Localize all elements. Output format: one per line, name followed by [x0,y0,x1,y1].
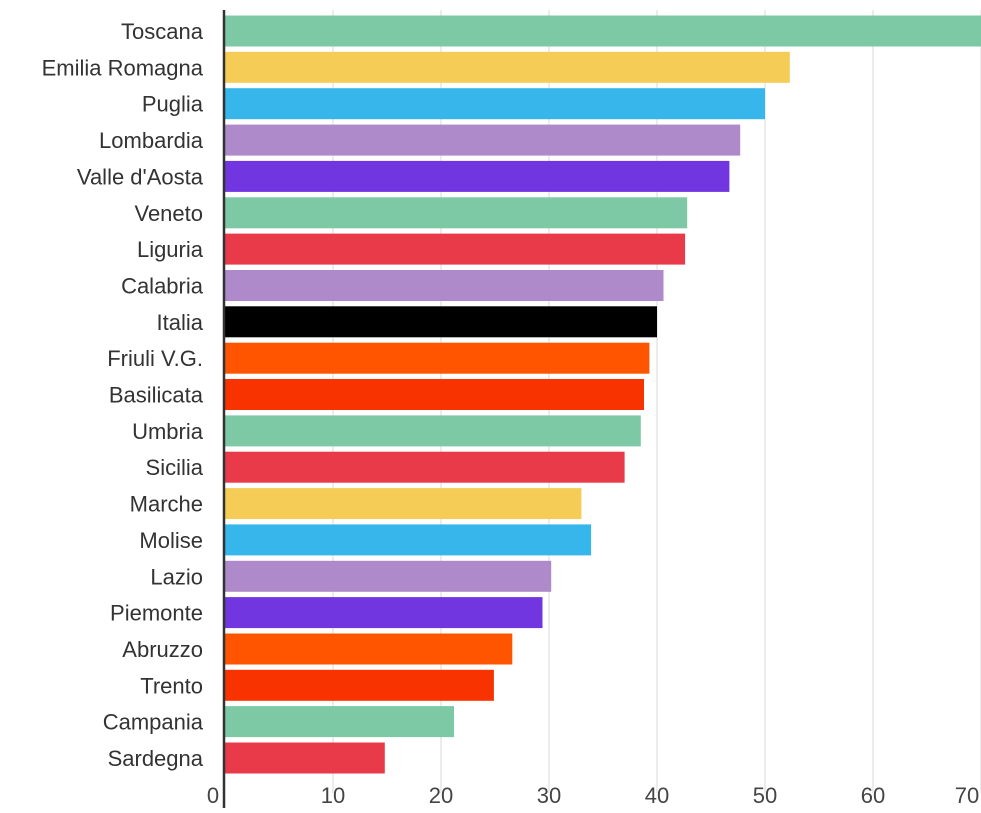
x-tick-labels: 0 10 20 30 40 50 60 70 [207,783,979,808]
bar [225,560,552,592]
x-tick-label: 40 [645,783,669,808]
category-label: Umbria [132,419,204,444]
x-tick-label: 0 [207,783,219,808]
bar [225,706,454,738]
category-label: Liguria [137,237,204,262]
bar [225,306,657,338]
x-tick-label: 30 [537,783,561,808]
category-label: Abruzzo [122,637,203,662]
bar [225,51,790,83]
category-label: Sardegna [108,746,204,771]
category-label: Piemonte [110,601,203,626]
category-label: Emilia Romagna [42,55,204,80]
category-label: Lazio [150,564,203,589]
category-label: Valle d'Aosta [77,164,204,189]
category-labels: Toscana Emilia Romagna Puglia Lombardia Vall… [42,19,204,771]
bar [225,415,641,447]
bar [225,379,644,410]
category-label: Marche [130,492,203,517]
bar [225,88,765,120]
bar [225,197,688,229]
bar [225,669,494,701]
category-label: Sicilia [146,455,204,480]
category-label: Molise [139,528,203,553]
bars [225,15,981,774]
category-label: Basilicata [109,383,204,408]
category-label: Veneto [134,201,203,226]
bar [225,160,730,192]
x-tick-label: 10 [321,783,345,808]
category-label: Toscana [121,19,204,44]
x-tick-label: 20 [429,783,453,808]
category-label: Calabria [121,274,204,299]
bar [225,15,981,47]
x-tick-label: 50 [753,783,777,808]
category-label: Italia [157,310,204,335]
category-label: Friuli V.G. [107,346,203,371]
bar [225,342,650,374]
bar [225,742,385,774]
bar [225,597,543,629]
bar [225,524,592,556]
category-label: Campania [103,710,204,735]
bar [225,488,582,520]
category-label: Trento [140,673,203,698]
x-tick-label: 60 [861,783,885,808]
bar [225,270,664,301]
x-tick-label: 70 [955,783,979,808]
bar [225,124,741,156]
category-label: Lombardia [99,128,204,153]
bar [225,233,686,265]
bar [225,633,513,665]
category-label: Puglia [142,92,204,117]
bar [225,451,625,483]
